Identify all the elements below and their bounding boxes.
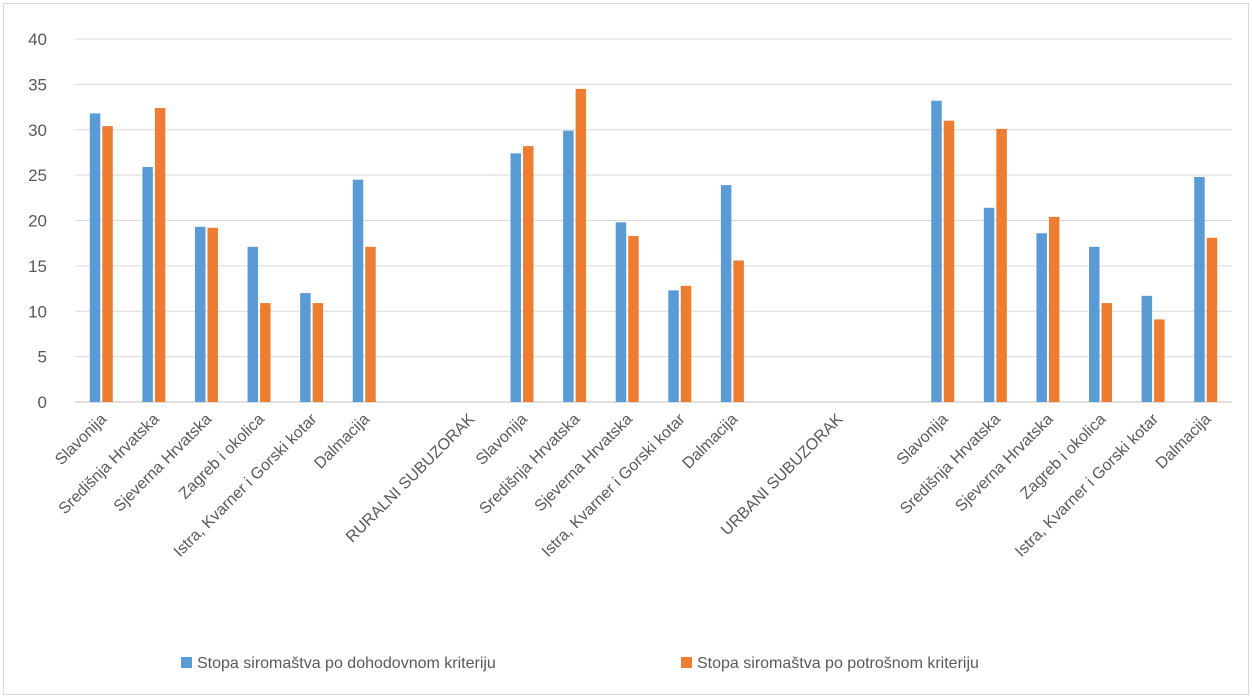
- bar-series-1: [300, 293, 311, 402]
- bar-series-1: [563, 130, 574, 402]
- x-tick-label: Sjeverna Hrvatska: [952, 411, 1057, 516]
- x-tick-label: Središnja Hrvatska: [476, 411, 583, 518]
- bar-series-2: [733, 260, 744, 402]
- y-tick-label: 0: [38, 393, 47, 412]
- bar-series-2: [365, 246, 376, 402]
- bar-series-1: [1089, 246, 1100, 402]
- bar-series-1: [1036, 233, 1047, 402]
- bar-series-1: [352, 179, 364, 402]
- bar-series-2: [943, 120, 955, 403]
- y-tick-label: 15: [28, 257, 47, 276]
- bar-series-1: [720, 185, 732, 402]
- x-tick-label: Sjeverna Hrvatska: [111, 411, 216, 516]
- x-tick-label: Središnja Hrvatska: [897, 411, 1004, 518]
- bar-series-2: [207, 227, 218, 402]
- bar-series-1: [931, 100, 942, 403]
- bar-series-2: [1048, 216, 1060, 402]
- bar-series-2: [996, 128, 1007, 402]
- y-tick-label: 20: [28, 212, 47, 231]
- bar-series-2: [1154, 319, 1165, 402]
- legend-label-2: Stopa siromaštva po potrošnom kriteriju: [697, 655, 979, 672]
- y-tick-label: 25: [28, 166, 47, 185]
- y-tick-label: 5: [38, 348, 47, 367]
- bar-series-1: [615, 222, 627, 402]
- bar-series-1: [983, 207, 995, 402]
- y-tick-label: 35: [28, 75, 47, 94]
- bar-series-1: [1141, 295, 1153, 402]
- bar-series-2: [628, 235, 639, 402]
- bar-series-2: [680, 285, 692, 402]
- bar-series-1: [247, 246, 259, 402]
- bar-series-2: [260, 303, 271, 402]
- chart-frame: 0 5 10 15 20 25 30 35 40 Slavonija Središnja Hrvat…: [3, 3, 1249, 695]
- bar-series-2: [575, 88, 587, 402]
- bar-series-1: [1194, 176, 1205, 402]
- x-tick-label: Sjeverna Hrvatska: [532, 411, 637, 516]
- bar-series-1: [89, 113, 101, 402]
- bar-series-1: [668, 290, 679, 402]
- x-tick-label: Dalmacija: [1153, 411, 1215, 473]
- y-tick-label: 40: [28, 30, 47, 49]
- y-tick-label: 10: [28, 302, 47, 321]
- y-tick-label: 30: [28, 121, 47, 140]
- legend-swatch-2: [681, 657, 692, 668]
- legend-swatch-1: [181, 657, 192, 668]
- bar-series-2: [312, 303, 324, 402]
- legend-label-1: Stopa siromaštva po dohodovnom kriteriju: [197, 655, 496, 672]
- bar-series-2: [1101, 303, 1113, 402]
- x-tick-label: Dalmacija: [680, 411, 742, 473]
- x-tick-label: Središnja Hrvatska: [56, 411, 163, 518]
- bar-series-2: [102, 126, 113, 403]
- x-tick-label: URBANI SUBUZORAK: [718, 411, 847, 540]
- bar-series-2: [154, 107, 166, 402]
- bar-series-1: [142, 166, 153, 402]
- bar-series-1: [510, 153, 522, 402]
- bar-series-2: [1206, 237, 1218, 402]
- bar-series-1: [194, 226, 206, 402]
- x-tick-label: Dalmacija: [311, 411, 373, 473]
- bar-series-2: [523, 146, 534, 402]
